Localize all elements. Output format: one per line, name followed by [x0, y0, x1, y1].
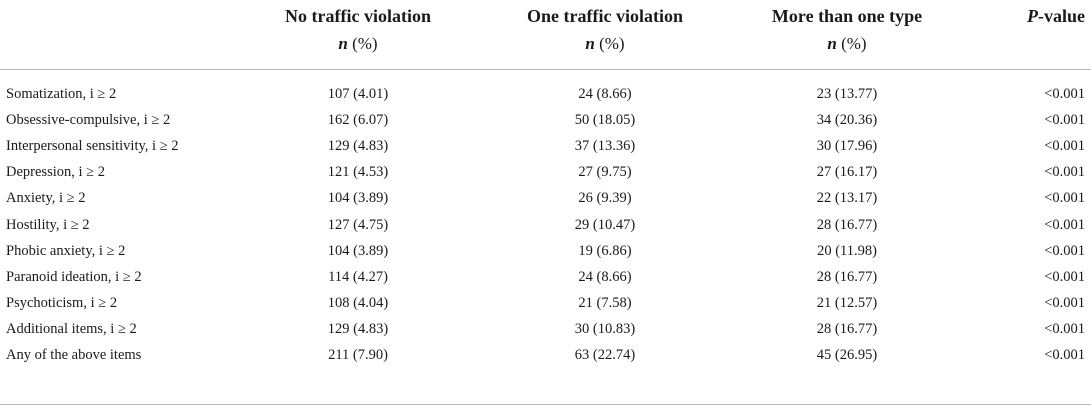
cell-more-than-one: 28 (16.77) [816, 268, 878, 285]
table-row: Somatization, i ≥ 2 107 (4.01) 24 (8.66) 23… [0, 81, 1091, 107]
row-label: Somatization, i ≥ 2 [6, 85, 117, 102]
cell-p-value: <0.001 [1044, 295, 1085, 312]
cell-more-than-one: 27 (16.17) [816, 164, 878, 181]
cell-p-value: <0.001 [1044, 242, 1085, 259]
table-body: Somatization, i ≥ 2 107 (4.01) 24 (8.66) 23… [0, 81, 1091, 369]
header-no-violation: No traffic violation n (%) [258, 3, 458, 57]
header-n: n [338, 34, 348, 53]
header-p-value: P-value [1027, 3, 1085, 30]
header-more-than-one: More than one type n (%) [747, 3, 947, 57]
header-n: n [827, 34, 837, 53]
cell-no-violation: 108 (4.04) [327, 295, 389, 312]
cell-no-violation: 121 (4.53) [327, 164, 389, 181]
table-bottom-divider [0, 404, 1091, 405]
row-label: Phobic anxiety, i ≥ 2 [6, 242, 126, 259]
cell-no-violation: 211 (7.90) [328, 347, 388, 364]
table-row: Any of the above items 211 (7.90) 63 (22.7… [0, 343, 1091, 369]
header-n: n [585, 34, 595, 53]
cell-more-than-one: 28 (16.77) [816, 216, 878, 233]
cell-one-violation: 21 (7.58) [578, 295, 632, 312]
cell-p-value: <0.001 [1044, 137, 1085, 154]
header-pct: (%) [841, 34, 867, 53]
header-pct: (%) [599, 34, 625, 53]
cell-p-value: <0.001 [1044, 268, 1085, 285]
cell-one-violation: 50 (18.05) [574, 111, 636, 128]
row-label: Obsessive-compulsive, i ≥ 2 [6, 111, 171, 128]
cell-one-violation: 29 (10.47) [574, 216, 636, 233]
cell-no-violation: 127 (4.75) [327, 216, 389, 233]
cell-more-than-one: 34 (20.36) [816, 111, 878, 128]
cell-one-violation: 37 (13.36) [574, 137, 636, 154]
cell-p-value: <0.001 [1044, 347, 1085, 364]
cell-more-than-one: 22 (13.17) [816, 190, 878, 207]
cell-p-value: <0.001 [1044, 111, 1085, 128]
header-one-violation-label: One traffic violation [527, 6, 683, 26]
row-label: Interpersonal sensitivity, i ≥ 2 [6, 137, 179, 154]
header-pct: (%) [352, 34, 378, 53]
row-label: Any of the above items [6, 347, 142, 364]
header-no-violation-sub: n (%) [258, 30, 458, 57]
cell-no-violation: 107 (4.01) [327, 85, 389, 102]
header-no-violation-label: No traffic violation [285, 6, 431, 26]
cell-p-value: <0.001 [1044, 190, 1085, 207]
table-row: Anxiety, i ≥ 2 104 (3.89) 26 (9.39) 22 (13.… [0, 186, 1091, 212]
row-label: Psychoticism, i ≥ 2 [6, 295, 118, 312]
cell-more-than-one: 45 (26.95) [816, 347, 878, 364]
cell-one-violation: 63 (22.74) [574, 347, 636, 364]
cell-more-than-one: 28 (16.77) [816, 321, 878, 338]
cell-more-than-one: 23 (13.77) [816, 85, 878, 102]
cell-more-than-one: 30 (17.96) [816, 137, 878, 154]
cell-one-violation: 27 (9.75) [578, 164, 632, 181]
table-row: Phobic anxiety, i ≥ 2 104 (3.89) 19 (6.86)… [0, 238, 1091, 264]
cell-no-violation: 129 (4.83) [327, 321, 389, 338]
cell-one-violation: 30 (10.83) [574, 321, 636, 338]
header-p-rest: -value [1038, 6, 1085, 26]
row-label: Additional items, i ≥ 2 [6, 321, 137, 338]
header-more-than-one-label: More than one type [771, 6, 923, 26]
cell-one-violation: 26 (9.39) [578, 190, 632, 207]
cell-more-than-one: 21 (12.57) [816, 295, 878, 312]
cell-no-violation: 114 (4.27) [328, 268, 388, 285]
header-p-italic: P [1027, 6, 1038, 26]
cell-one-violation: 24 (8.66) [578, 268, 632, 285]
table-row: Hostility, i ≥ 2 127 (4.75) 29 (10.47) 28 (… [0, 212, 1091, 238]
cell-more-than-one: 20 (11.98) [817, 242, 877, 259]
header-one-violation-sub: n (%) [505, 30, 705, 57]
cell-no-violation: 104 (3.89) [327, 190, 389, 207]
table-row: Psychoticism, i ≥ 2 108 (4.04) 21 (7.58) 21… [0, 291, 1091, 317]
cell-p-value: <0.001 [1044, 216, 1085, 233]
cell-p-value: <0.001 [1044, 164, 1085, 181]
row-label: Depression, i ≥ 2 [6, 164, 105, 181]
header-more-than-one-sub: n (%) [747, 30, 947, 57]
row-label: Hostility, i ≥ 2 [6, 216, 90, 233]
cell-one-violation: 24 (8.66) [578, 85, 632, 102]
cell-no-violation: 162 (6.07) [327, 111, 389, 128]
cell-no-violation: 104 (3.89) [327, 242, 389, 259]
header-divider [0, 69, 1091, 70]
table-row: Paranoid ideation, i ≥ 2 114 (4.27) 24 (8.… [0, 264, 1091, 290]
row-label: Anxiety, i ≥ 2 [6, 190, 86, 207]
cell-no-violation: 129 (4.83) [327, 137, 389, 154]
table-row: Obsessive-compulsive, i ≥ 2 162 (6.07) 50 … [0, 107, 1091, 133]
cell-one-violation: 19 (6.86) [578, 242, 632, 259]
table-row: Interpersonal sensitivity, i ≥ 2 129 (4.8… [0, 133, 1091, 159]
table-row: Additional items, i ≥ 2 129 (4.83) 30 (10.… [0, 317, 1091, 343]
table-row: Depression, i ≥ 2 121 (4.53) 27 (9.75) 27 (… [0, 160, 1091, 186]
header-one-violation: One traffic violation n (%) [505, 3, 705, 57]
cell-p-value: <0.001 [1044, 321, 1085, 338]
cell-p-value: <0.001 [1044, 85, 1085, 102]
row-label: Paranoid ideation, i ≥ 2 [6, 268, 142, 285]
